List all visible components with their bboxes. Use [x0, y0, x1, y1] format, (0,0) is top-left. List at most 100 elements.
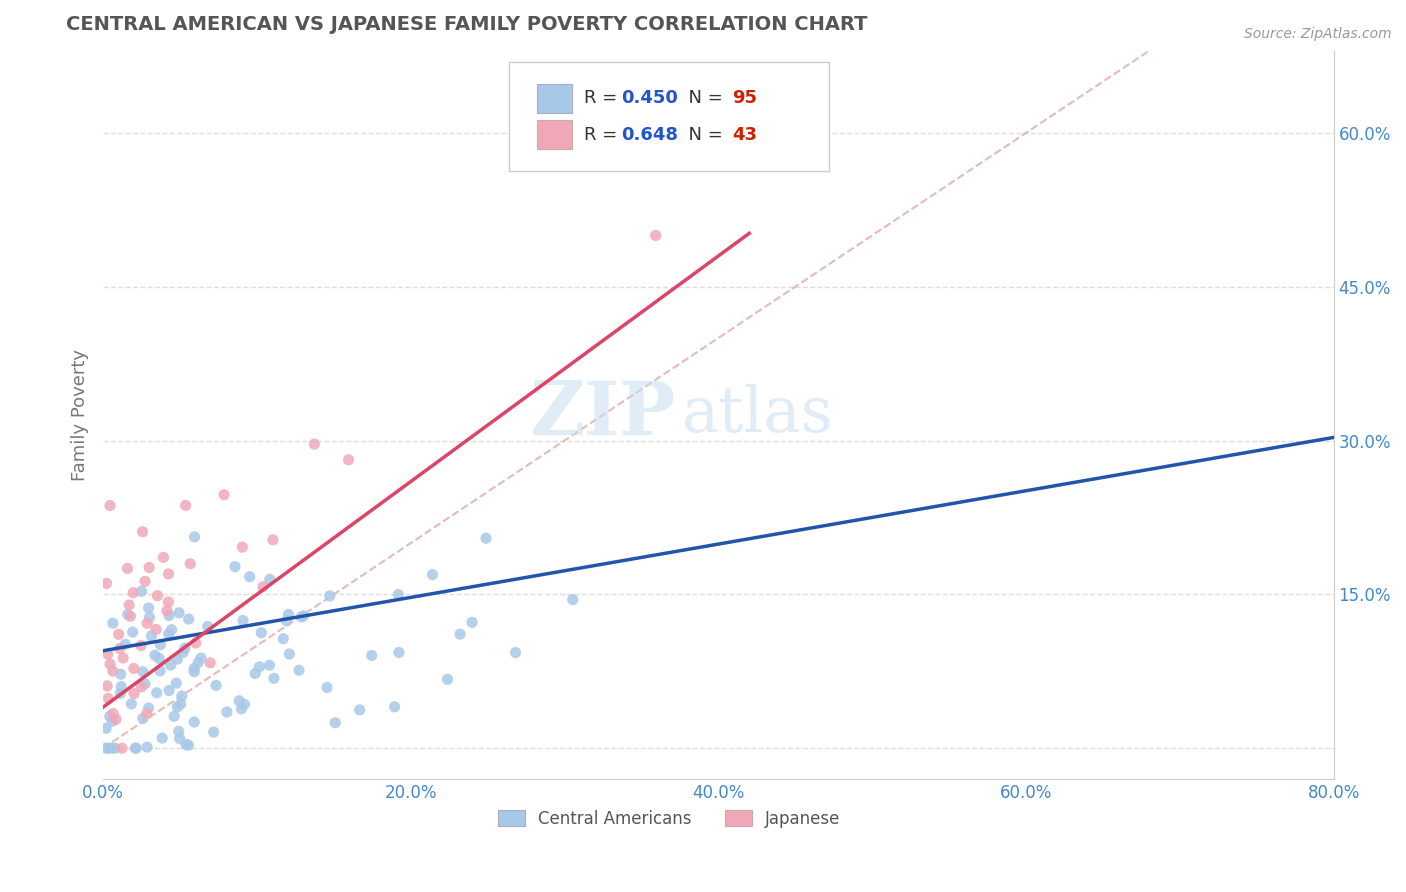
- Point: [276, 614, 298, 628]
- Point: [183, 530, 205, 544]
- Point: [111, 741, 134, 756]
- Point: [114, 637, 136, 651]
- Point: [138, 560, 160, 574]
- Point: [337, 452, 360, 467]
- Point: [360, 648, 382, 663]
- Point: [146, 589, 169, 603]
- Point: [141, 629, 163, 643]
- Point: [98, 499, 121, 513]
- Point: [561, 592, 583, 607]
- Point: [131, 584, 153, 599]
- Point: [183, 662, 205, 676]
- Text: 0.648: 0.648: [621, 126, 678, 144]
- Point: [388, 645, 411, 659]
- Point: [98, 709, 121, 723]
- Text: 43: 43: [733, 126, 756, 144]
- Point: [245, 666, 267, 681]
- Point: [134, 677, 156, 691]
- Text: ZIP: ZIP: [529, 378, 675, 451]
- Point: [205, 678, 228, 692]
- Point: [174, 499, 197, 513]
- Point: [118, 598, 141, 612]
- Point: [152, 550, 174, 565]
- Point: [129, 639, 152, 653]
- Point: [138, 701, 160, 715]
- Point: [98, 657, 121, 672]
- Point: [112, 651, 135, 665]
- Point: [117, 607, 139, 622]
- Point: [461, 615, 484, 630]
- Point: [304, 437, 326, 451]
- Point: [169, 731, 191, 746]
- Point: [170, 689, 193, 703]
- Point: [231, 540, 253, 554]
- Point: [228, 694, 250, 708]
- Text: Source: ZipAtlas.com: Source: ZipAtlas.com: [1244, 27, 1392, 41]
- Point: [124, 741, 146, 756]
- Point: [97, 691, 120, 706]
- Point: [422, 567, 444, 582]
- Point: [249, 660, 271, 674]
- Point: [163, 709, 186, 723]
- Point: [138, 610, 160, 624]
- Point: [215, 705, 238, 719]
- Point: [262, 533, 284, 547]
- Point: [387, 588, 409, 602]
- Point: [117, 561, 139, 575]
- Point: [149, 664, 172, 678]
- Point: [110, 667, 132, 681]
- Point: [160, 623, 183, 637]
- Point: [131, 524, 153, 539]
- Point: [122, 687, 145, 701]
- Text: N =: N =: [676, 89, 728, 107]
- Point: [277, 607, 299, 622]
- Point: [644, 228, 666, 243]
- Point: [136, 740, 159, 755]
- Point: [449, 627, 471, 641]
- Point: [263, 671, 285, 685]
- Point: [156, 604, 179, 618]
- Point: [107, 627, 129, 641]
- Point: [145, 623, 167, 637]
- Point: [135, 706, 157, 721]
- Point: [271, 632, 294, 646]
- Point: [104, 741, 127, 756]
- Point: [97, 741, 120, 756]
- Point: [149, 638, 172, 652]
- Point: [436, 673, 458, 687]
- Point: [224, 559, 246, 574]
- Text: 0.450: 0.450: [621, 89, 678, 107]
- Point: [384, 699, 406, 714]
- Point: [323, 715, 346, 730]
- Point: [100, 741, 122, 756]
- Point: [110, 686, 132, 700]
- FancyBboxPatch shape: [537, 84, 572, 112]
- Point: [157, 595, 180, 609]
- Point: [101, 706, 124, 721]
- Point: [101, 714, 124, 729]
- Point: [174, 738, 197, 752]
- Point: [198, 656, 221, 670]
- Point: [475, 531, 498, 545]
- Point: [288, 663, 311, 677]
- Point: [134, 574, 156, 589]
- Point: [143, 648, 166, 663]
- Point: [316, 681, 339, 695]
- Point: [150, 731, 173, 745]
- Point: [252, 580, 274, 594]
- Text: atlas: atlas: [682, 384, 834, 445]
- Point: [96, 721, 118, 735]
- Point: [96, 741, 118, 756]
- Point: [120, 697, 142, 711]
- Point: [167, 606, 190, 620]
- Point: [105, 712, 128, 726]
- Point: [97, 647, 120, 661]
- Point: [292, 608, 315, 623]
- Point: [145, 686, 167, 700]
- Point: [120, 609, 142, 624]
- Point: [159, 658, 181, 673]
- Point: [166, 699, 188, 714]
- Point: [121, 625, 143, 640]
- Point: [259, 658, 281, 673]
- Point: [183, 714, 205, 729]
